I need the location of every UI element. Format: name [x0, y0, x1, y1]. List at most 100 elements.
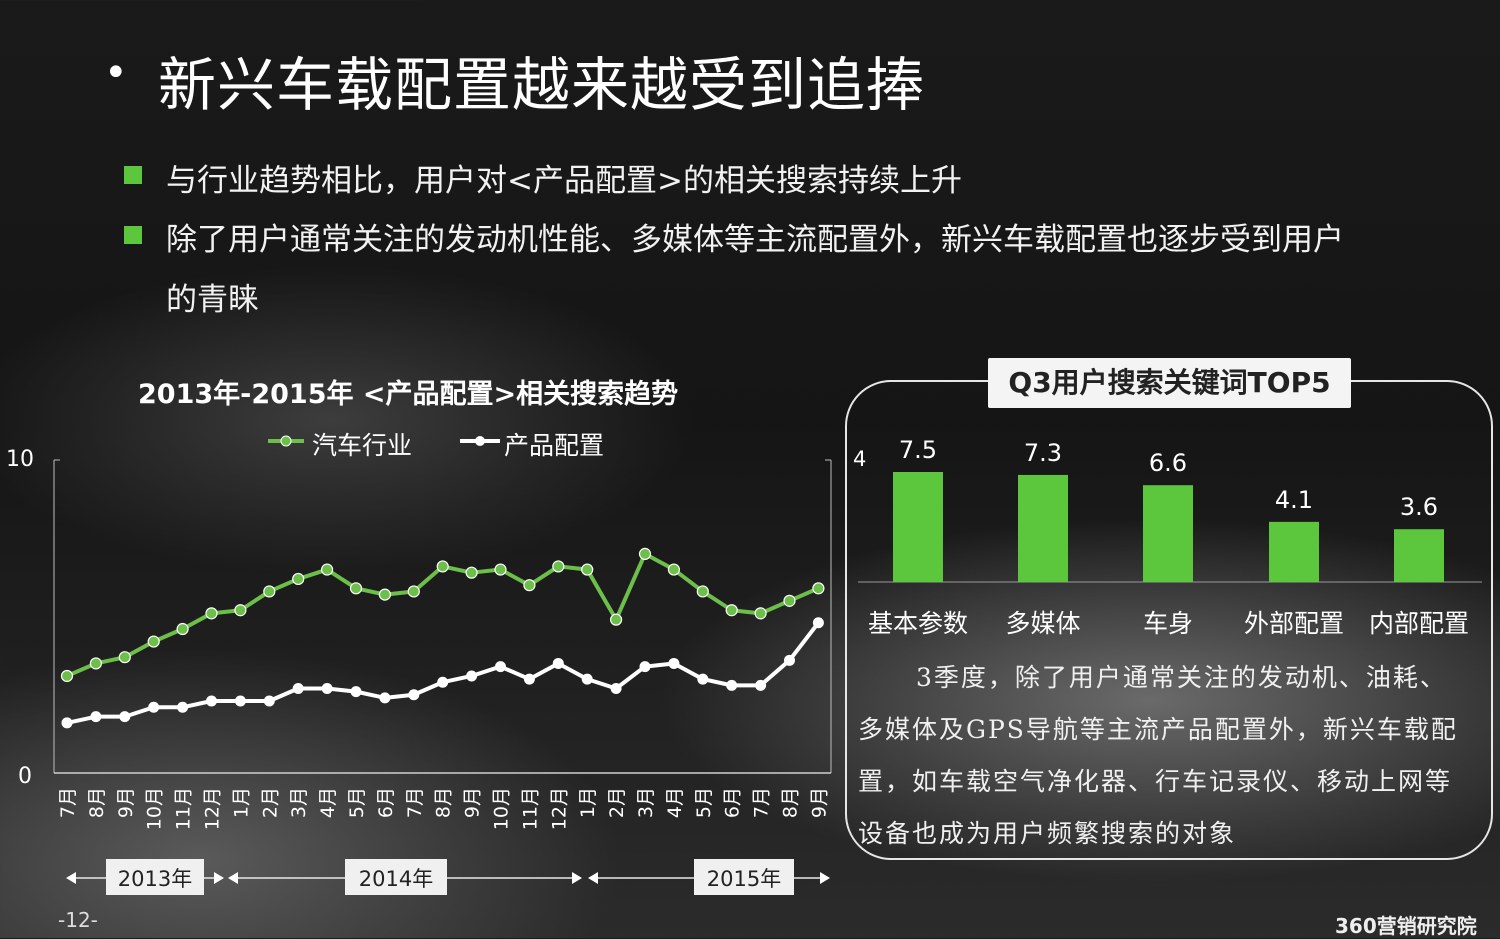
x-tick-label: 8月	[86, 787, 108, 818]
bar-chart-title: Q3用户搜索关键词TOP5	[988, 358, 1351, 408]
x-tick-label: 2月	[606, 787, 628, 818]
year-bracket-arrow-right	[820, 872, 830, 884]
bar-value-label: 7.3	[1024, 439, 1062, 467]
data-point-industry	[465, 566, 478, 579]
x-tick-label: 1月	[577, 787, 599, 818]
year-label: 2014年	[359, 867, 433, 891]
bar-category-label: 外部配置	[1244, 609, 1344, 638]
data-point-industry	[89, 657, 103, 670]
bar-axis-top-label: 4	[853, 447, 866, 471]
data-point-industry	[263, 585, 276, 598]
x-tick-label: 2月	[259, 787, 281, 818]
bar-category-label: 内部配置	[1369, 609, 1469, 638]
keyword-note: 3季度，除了用户通常关注的发动机、油耗、多媒体及GPS导航等主流产品配置外，新兴…	[858, 663, 1458, 848]
bar-value-label: 3.6	[1400, 493, 1438, 521]
data-point-product	[466, 670, 478, 682]
legend-industry-label: 汽车行业	[312, 431, 413, 460]
data-point-industry	[523, 579, 536, 592]
x-tick-label: 6月	[375, 787, 397, 818]
bullet-text-1: 与行业趋势相比，用户对<产品配置>的相关搜索持续上升	[166, 163, 962, 199]
data-point-product	[263, 695, 275, 707]
data-point-product	[697, 673, 709, 685]
year-bracket-arrow-left	[66, 872, 76, 884]
bar-value-label: 6.6	[1149, 449, 1187, 477]
data-point-industry	[696, 585, 709, 598]
data-point-product	[206, 695, 217, 707]
data-point-industry	[349, 582, 363, 595]
x-tick-label: 4月	[317, 787, 339, 818]
data-point-product	[234, 695, 246, 707]
slide-title: 新兴车载配置越来越受到追捧	[158, 51, 926, 119]
year-label: 2013年	[118, 867, 192, 891]
bar	[1269, 521, 1319, 582]
x-tick-label: 11月	[173, 787, 195, 830]
data-point-product	[379, 692, 391, 704]
data-point-product	[350, 686, 362, 698]
data-point-industry	[783, 594, 796, 607]
data-point-product	[668, 657, 680, 669]
year-label-box	[106, 859, 204, 895]
data-point-industry	[494, 563, 507, 576]
data-point-product	[61, 717, 73, 729]
data-point-product	[321, 682, 333, 694]
data-point-product	[495, 661, 506, 673]
legend-product-swatch	[460, 436, 500, 446]
year-bracket-arrow-left	[588, 872, 598, 884]
x-tick-label: 3月	[288, 787, 310, 818]
data-point-industry	[176, 622, 189, 636]
data-point-product	[552, 657, 564, 669]
data-point-product	[90, 711, 102, 723]
year-label: 2015年	[707, 867, 781, 891]
year-label-box	[694, 859, 794, 895]
data-point-industry	[205, 607, 218, 620]
x-tick-label: 5月	[693, 787, 715, 818]
data-point-product	[148, 701, 160, 713]
data-point-product	[610, 682, 622, 694]
x-tick-label: 3月	[635, 787, 657, 818]
x-tick-label: 9月	[462, 787, 484, 818]
data-point-industry	[638, 547, 652, 561]
data-point-product	[437, 676, 449, 688]
x-tick-label: 8月	[780, 787, 802, 818]
x-tick-label: 9月	[115, 787, 137, 818]
year-bracket-arrow-right	[572, 872, 582, 884]
line-chart-title: 2013年-2015年 <产品配置>相关搜索趋势	[138, 379, 679, 410]
data-point-industry	[581, 563, 594, 576]
data-point-industry	[754, 607, 767, 620]
data-point-industry	[118, 651, 131, 664]
legend-industry-swatch	[268, 435, 304, 447]
bar	[893, 472, 943, 582]
x-tick-label: 11月	[519, 787, 541, 830]
x-tick-label: 10月	[144, 787, 166, 830]
legend-product-label: 产品配置	[504, 431, 605, 460]
x-tick-label: 7月	[751, 787, 773, 818]
data-point-product	[292, 682, 304, 694]
x-tick-label: 7月	[404, 787, 426, 818]
data-point-product	[177, 701, 189, 713]
x-tick-label: 5月	[346, 787, 368, 818]
data-point-industry	[552, 560, 565, 573]
data-point-industry	[321, 563, 334, 576]
x-tick-label: 1月	[230, 787, 252, 818]
data-point-industry	[725, 604, 738, 617]
data-point-industry	[667, 563, 681, 576]
y-axis-max-label: 10	[6, 447, 34, 472]
data-point-product	[639, 661, 651, 673]
year-label-box	[345, 859, 447, 895]
bullet-text-2-line1: 除了用户通常关注的发动机性能、多媒体等主流配置外，新兴车载配置也逐步受到用户	[166, 222, 1344, 258]
data-point-industry	[147, 635, 160, 648]
title-bullet: •	[104, 50, 128, 96]
bar-value-label: 7.5	[899, 436, 937, 464]
page-number: -12-	[58, 908, 98, 932]
data-point-industry	[407, 585, 420, 598]
data-point-industry	[234, 604, 247, 617]
x-tick-label: 10月	[491, 787, 513, 830]
year-bracket-arrow-left	[228, 872, 238, 884]
bar	[1394, 529, 1444, 582]
x-tick-label: 12月	[202, 787, 224, 830]
bar	[1143, 485, 1193, 582]
brand-logo-text: 360营销研究院	[1335, 914, 1477, 938]
x-tick-label: 9月	[808, 787, 830, 818]
